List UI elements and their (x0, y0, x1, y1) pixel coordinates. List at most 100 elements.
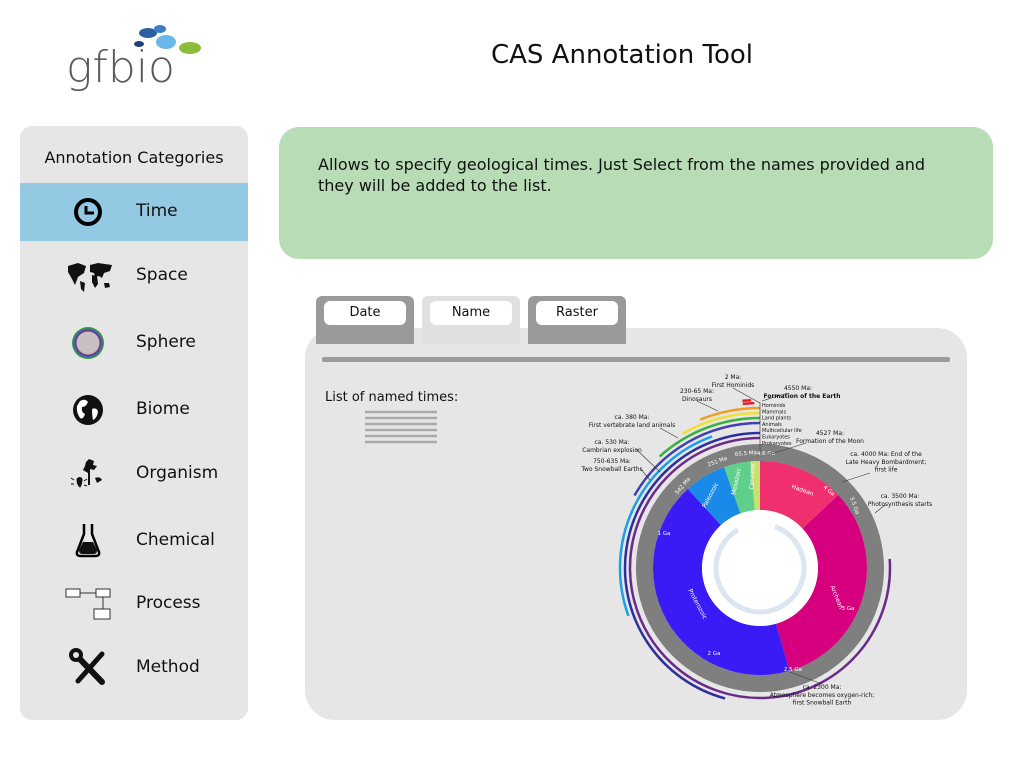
tick-label: 65.5 Ma (735, 450, 758, 458)
category-label: Sphere (136, 332, 196, 352)
tab-button[interactable]: Name (430, 301, 512, 325)
tick-label: 2.5 Ga (784, 667, 802, 673)
life-label: Prokaryotes (762, 441, 792, 447)
divider (322, 357, 950, 362)
event-label: Two Snowball Earths (580, 466, 642, 473)
life-label: Hominids (762, 403, 786, 409)
description-panel: Allows to specify geological times. Just… (279, 127, 993, 259)
life-label: Eukaryotes (762, 435, 790, 441)
eon-wedge (687, 467, 741, 526)
event-label: first life (875, 467, 898, 474)
event-label: ca. 530 Ma: (594, 439, 629, 446)
organism-icon (70, 459, 102, 488)
logo-blob (139, 28, 157, 38)
description-text: Allows to specify geological times. Just… (318, 155, 926, 195)
life-arc (633, 421, 761, 497)
leader-line (841, 472, 871, 483)
sphere-icon (72, 327, 104, 359)
event-label: 4550 Ma: (784, 385, 812, 392)
tab-button[interactable]: Raster (536, 301, 618, 325)
eon-wedge (760, 461, 839, 529)
tools-icon (69, 648, 105, 685)
leader-line (696, 400, 719, 412)
globe-icon (73, 395, 103, 425)
app-title: CAS Annotation Tool (490, 40, 754, 70)
process-icon (65, 588, 111, 620)
event-label: Formation of the Earth (763, 393, 840, 400)
leader-line (874, 504, 886, 514)
life-arc (658, 416, 761, 458)
list-label: List of named times: (325, 390, 459, 405)
leader-line (639, 467, 651, 481)
logo-text: gfbio (66, 42, 175, 93)
eon-label: Cenozoic (749, 462, 757, 489)
category-label: Time (136, 201, 178, 221)
life-label: Multicellular life (762, 428, 802, 434)
life-arc (742, 401, 755, 406)
eon-wedge (724, 461, 755, 514)
category-label: Chemical (136, 530, 215, 550)
life-arc (618, 435, 713, 617)
clock-icon (74, 198, 102, 226)
category-icons (65, 198, 112, 685)
event-label: 2 Ma: (725, 374, 742, 381)
life-arc (742, 398, 752, 403)
event-label: ca. 2300 Ma: (803, 684, 842, 691)
event-label: ca. 380 Ma: (614, 414, 649, 421)
logo-blob (154, 25, 166, 33)
tick-label: 1 Ga (658, 531, 671, 537)
event-label: Photosynthesis starts (868, 501, 932, 508)
eon-wedge (775, 495, 867, 671)
life-label: Animals (762, 422, 782, 428)
tab[interactable]: Raster (528, 296, 626, 344)
tick-label: 3 Ga (842, 606, 855, 612)
cycle-arrow (713, 524, 807, 615)
map-icon (68, 263, 112, 292)
event-label: First Hominids (712, 382, 755, 389)
category-label: Method (136, 657, 200, 677)
event-label: 230-65 Ma: (680, 388, 714, 395)
leader-line (659, 427, 679, 439)
logo-blob (156, 35, 176, 49)
logo-blob (179, 42, 201, 54)
event-label: ca. 3500 Ma: (881, 493, 920, 500)
leader-line (635, 448, 661, 473)
event-label: Late Heavy Bombardment; (846, 459, 927, 466)
life-label: Land plants (762, 416, 792, 422)
tab[interactable]: Date (316, 296, 414, 344)
leader-line (767, 442, 807, 456)
event-label: Formation of the Moon (796, 438, 864, 445)
flask-icon (75, 524, 101, 558)
leader-line (761, 392, 789, 402)
eon-wedge (750, 461, 760, 511)
clock-hole (702, 510, 818, 626)
eon-wedge (653, 488, 790, 675)
category-label: Process (136, 593, 201, 613)
tab-button[interactable]: Date (324, 301, 406, 325)
event-label: Atmosphere becomes oxygen-rich; (770, 692, 875, 699)
life-label: Mammals (762, 409, 787, 415)
event-label: First vertebrate land animals (589, 422, 676, 429)
event-label: 750-635 Ma: (593, 458, 631, 465)
life-arc (699, 406, 761, 421)
event-label: 4527 Ma: (816, 430, 844, 437)
list-placeholder (365, 410, 437, 444)
life-arc (628, 436, 892, 700)
category-label: Organism (136, 463, 219, 483)
tick-label: 4.6 Ga (757, 451, 775, 457)
tick-label: 3.5 Ga (848, 496, 860, 515)
life-arc (623, 431, 761, 700)
tick-label: 2 Ga (708, 651, 721, 657)
event-label: Dinosaurs (682, 396, 712, 403)
event-label: Cambrian explosion (582, 447, 642, 454)
tab[interactable]: Name (422, 296, 520, 344)
event-label: ca. 4000 Ma: End of the (850, 451, 922, 458)
logo-blob (134, 41, 144, 47)
sidebar: Annotation Categories (20, 126, 248, 720)
leader-line (732, 387, 761, 404)
logo: gfbio (66, 25, 201, 93)
sidebar-heading: Annotation Categories (44, 148, 224, 167)
life-arc (681, 411, 761, 435)
